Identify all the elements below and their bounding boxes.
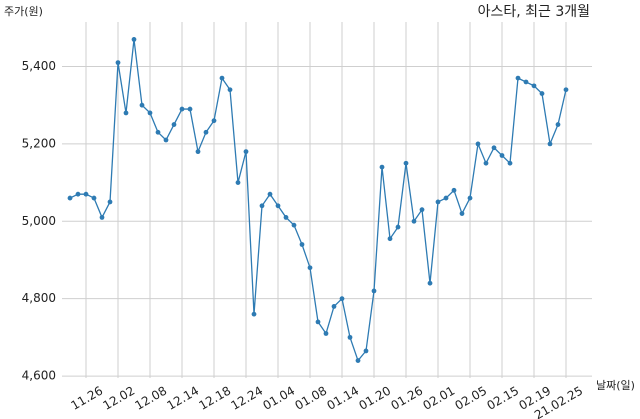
data-point	[387, 236, 393, 242]
data-point	[403, 160, 409, 166]
data-point	[443, 195, 449, 201]
data-point	[187, 106, 193, 112]
data-point	[475, 141, 481, 147]
data-point	[211, 118, 217, 124]
data-point	[227, 87, 233, 93]
data-point	[131, 37, 137, 42]
x-tick-label: 02.05	[452, 384, 489, 413]
data-point	[347, 334, 353, 340]
data-point	[163, 137, 169, 143]
y-tick-label: 5,400	[22, 59, 56, 73]
data-point	[115, 60, 121, 66]
data-point	[291, 222, 297, 228]
data-point	[99, 215, 105, 220]
data-point	[491, 145, 497, 151]
data-point	[363, 348, 369, 354]
data-point	[147, 110, 153, 116]
data-point	[459, 211, 465, 216]
x-tick-label: 01.08	[292, 384, 329, 413]
x-tick-label: 12.24	[228, 384, 265, 413]
data-point	[219, 75, 225, 81]
data-point	[195, 149, 201, 155]
data-point	[259, 203, 265, 209]
data-point	[107, 199, 113, 205]
data-point	[531, 83, 537, 89]
x-tick-label: 01.04	[260, 384, 297, 413]
data-point	[307, 265, 313, 271]
data-point	[555, 122, 561, 127]
y-tick-label: 5,200	[22, 136, 56, 150]
x-tick-label: 01.26	[388, 384, 425, 413]
x-tick-label: 01.20	[356, 384, 393, 413]
data-point	[339, 296, 345, 302]
data-point	[539, 91, 545, 96]
data-point	[379, 164, 385, 170]
data-point	[483, 160, 489, 166]
data-point	[283, 215, 289, 220]
y-axis-label: 주가(원)	[4, 5, 43, 18]
data-point	[523, 79, 529, 85]
x-tick-label: 11.26	[68, 384, 105, 413]
data-point	[435, 199, 441, 205]
x-tick-label: 12.18	[196, 384, 233, 413]
data-point	[315, 319, 321, 325]
data-point	[427, 280, 433, 286]
data-point	[355, 358, 361, 363]
x-tick-label: 02.01	[420, 384, 457, 413]
y-tick-label: 4,800	[22, 291, 56, 305]
data-point	[395, 224, 401, 230]
data-point	[267, 191, 273, 197]
data-point	[179, 106, 185, 112]
data-point	[155, 129, 161, 135]
data-point	[75, 191, 81, 197]
data-line	[69, 39, 567, 362]
data-point	[499, 153, 505, 158]
x-tick-label: 01.14	[324, 384, 361, 413]
x-tick-label: 02.15	[484, 384, 521, 413]
data-point	[331, 304, 337, 309]
data-point	[411, 218, 417, 224]
data-point	[275, 203, 281, 209]
x-axis-label: 날짜(일)	[596, 378, 635, 392]
data-point	[323, 331, 329, 336]
y-tick-label: 5,000	[22, 214, 56, 228]
data-point	[419, 207, 425, 213]
y-tick-label: 4,600	[22, 369, 56, 383]
data-point	[507, 160, 513, 166]
data-point	[235, 180, 241, 185]
chart-title: 아스타, 최근 3개월	[478, 4, 590, 20]
data-point	[451, 187, 457, 193]
data-point	[371, 288, 377, 294]
data-point	[91, 195, 97, 201]
x-tick-label: 12.14	[164, 384, 201, 413]
data-point	[563, 87, 569, 93]
data-point	[139, 102, 145, 108]
data-point	[251, 311, 257, 317]
data-point	[67, 195, 73, 201]
x-tick-label: 12.02	[100, 384, 137, 413]
data-point	[203, 129, 209, 135]
data-point	[467, 195, 473, 201]
data-point	[515, 75, 521, 81]
data-point	[171, 122, 177, 127]
data-point	[83, 191, 89, 197]
data-point	[243, 149, 249, 155]
x-tick-label: 12.08	[132, 384, 169, 413]
data-point	[299, 242, 305, 247]
data-point	[123, 110, 129, 116]
data-point	[547, 141, 553, 147]
